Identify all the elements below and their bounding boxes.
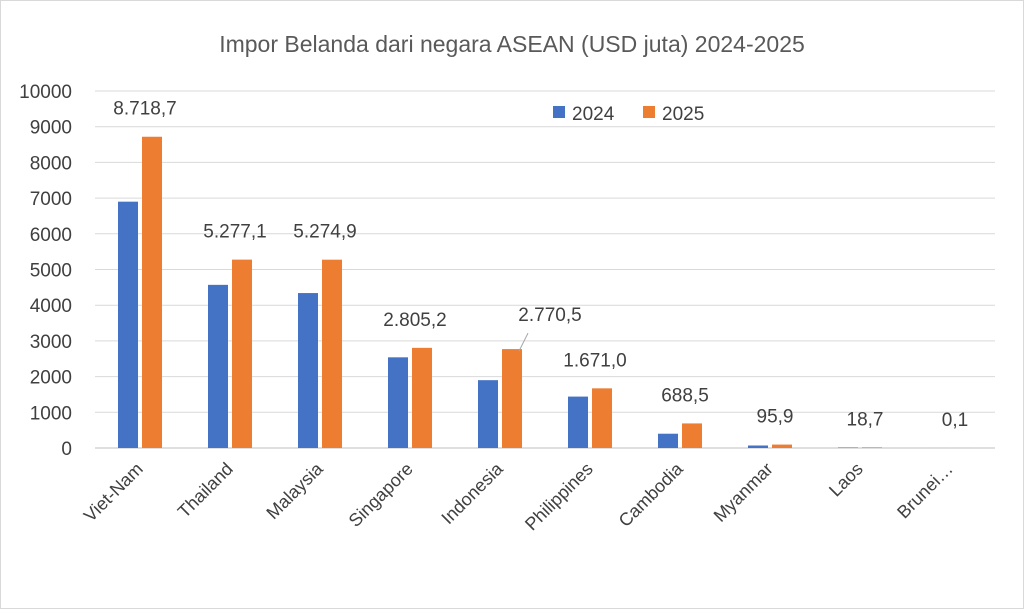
bar-2024-cambodia [658, 433, 678, 448]
x-category-label: Viet-Nam [80, 459, 147, 526]
bar-2025-myanmar [772, 444, 792, 448]
y-tick-label: 3000 [30, 332, 72, 353]
bar-2025-viet-nam [142, 136, 162, 448]
x-category-label: Malaysia [262, 458, 327, 523]
y-tick-label: 7000 [30, 189, 72, 210]
y-tick-label: 4000 [30, 296, 72, 317]
bar-2024-laos [838, 447, 858, 448]
x-category-label: Philippines [521, 459, 597, 535]
data-label: 8.718,7 [113, 99, 176, 120]
bar-2025-malaysia [322, 259, 342, 448]
legend-label-2025: 2025 [662, 104, 704, 125]
data-labels: 8.718,7 5.277,1 5.274,9 2.805,2 2.770,5 1.671… [113, 99, 968, 431]
bar-2025-singapore [412, 347, 432, 448]
x-category-label: Cambodia [615, 458, 688, 531]
chart-title: Impor Belanda dari negara ASEAN (USD jut… [219, 31, 805, 57]
data-label-leader [518, 332, 529, 352]
data-label: 688,5 [661, 385, 709, 406]
bar-2025-cambodia [682, 423, 702, 448]
bar-2025-indonesia [502, 349, 522, 448]
bar-2024-viet-nam [118, 201, 138, 448]
y-tick-label: 1000 [30, 403, 72, 424]
legend-label-2024: 2024 [572, 104, 615, 125]
data-label: 2.805,2 [383, 310, 446, 331]
x-category-label: Myanmar [710, 459, 777, 526]
y-tick-label: 2000 [30, 368, 72, 389]
x-category-label: Indonesia [437, 458, 507, 528]
bars [118, 136, 972, 448]
legend-swatch-2025 [643, 106, 655, 118]
bar-2024-myanmar [748, 445, 768, 448]
x-axis-categories: Viet-Nam Thailand Malaysia Singapore Indones… [80, 458, 957, 534]
x-category-label: Brunei… [893, 459, 957, 523]
data-label: 1.671,0 [563, 350, 626, 371]
y-tick-label: 9000 [30, 118, 72, 139]
data-label: 5.277,1 [203, 222, 266, 243]
y-tick-label: 8000 [30, 153, 72, 174]
bar-2025-thailand [232, 259, 252, 448]
data-label: 0,1 [942, 410, 968, 431]
data-label: 2.770,5 [518, 305, 581, 326]
y-tick-label: 10000 [19, 82, 72, 103]
data-label: 5.274,9 [293, 222, 356, 243]
bar-2024-singapore [388, 357, 408, 448]
legend-swatch-2024 [553, 106, 565, 118]
data-label: 95,9 [757, 407, 794, 428]
y-tick-label: 0 [61, 439, 72, 460]
data-label: 18,7 [847, 409, 884, 430]
bar-2024-philippines [568, 396, 588, 448]
gridlines [95, 90, 995, 449]
legend: 2024 2025 [553, 104, 704, 125]
x-category-label: Thailand [174, 459, 237, 522]
bar-2024-malaysia [298, 293, 318, 448]
x-category-label: Laos [825, 459, 867, 501]
x-category-label: Singapore [345, 459, 417, 531]
bar-2025-laos [862, 447, 882, 448]
y-tick-label: 6000 [30, 225, 72, 246]
bar-2025-philippines [592, 388, 612, 448]
y-axis-ticks: 0 1000 2000 3000 4000 5000 6000 7000 8000 9000 100… [19, 82, 72, 460]
y-tick-label: 5000 [30, 261, 72, 282]
bar-2024-indonesia [478, 380, 498, 448]
bar-2024-thailand [208, 284, 228, 448]
